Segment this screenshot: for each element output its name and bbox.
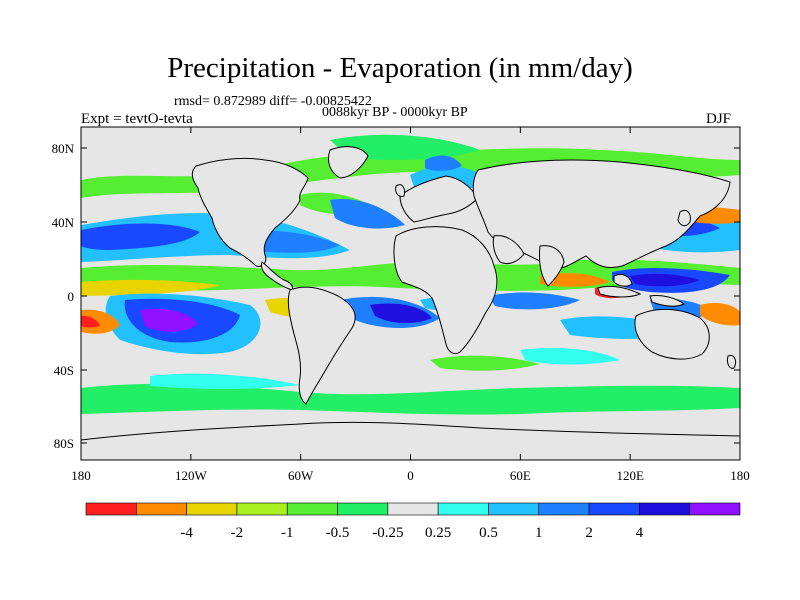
contour-region: [520, 348, 620, 365]
colorbar-swatch: [689, 502, 741, 516]
contour-region: [330, 134, 480, 160]
colorbar-swatch: [387, 502, 439, 516]
colorbar-swatch: [639, 502, 690, 516]
colorbar-label: -2: [231, 525, 244, 541]
lon-tick-label: 180: [730, 468, 750, 483]
continent-arabia: [492, 235, 525, 265]
continent-africa: [393, 226, 498, 355]
contour-region: [81, 315, 100, 328]
stats-text: rmsd= 0.872989 diff= -0.00825422: [174, 94, 372, 109]
contour-region: [330, 199, 405, 229]
contour-region: [81, 383, 740, 415]
colorbar-label: -0.5: [326, 525, 350, 541]
continent-india: [539, 245, 565, 287]
continent-uk: [395, 184, 405, 197]
contour-region: [81, 309, 120, 334]
continent-asia: [472, 159, 731, 269]
continent-australia: [634, 308, 710, 360]
lon-tick-label: 120E: [616, 468, 644, 483]
colorbar-swatch: [85, 502, 137, 516]
continent-north-america: [191, 157, 309, 267]
colorbar-label: -4: [180, 525, 193, 541]
lon-tick-label: 120W: [175, 468, 208, 483]
colorbar-label: 4: [636, 525, 644, 541]
continent-greenland: [327, 146, 369, 179]
period-text: 0088kyr BP - 0000kyr BP: [322, 105, 468, 120]
lat-tick-label: 80S: [54, 436, 74, 451]
colorbar-swatch: [236, 502, 288, 516]
continent-borneo: [613, 273, 633, 287]
contour-region: [140, 308, 198, 332]
colorbar-swatch: [588, 502, 640, 516]
lon-tick-label: 0: [407, 468, 414, 483]
colorbar-swatch: [488, 502, 540, 516]
lat-axis: 80N 40N 0 40S 80S: [52, 141, 740, 451]
lat-tick-label: 40N: [52, 215, 75, 230]
colorbar-label: 0.25: [425, 525, 451, 541]
lat-tick-label: 40S: [54, 363, 74, 378]
continent-indonesia: [597, 285, 642, 298]
contour-region: [81, 223, 200, 250]
colorbar-label: 2: [585, 525, 593, 541]
colorbar-label: 1: [535, 525, 543, 541]
lon-tick-label: 180: [71, 468, 91, 483]
map-plot-area: [81, 127, 740, 460]
colorbar-label: 0.5: [479, 525, 498, 541]
lon-axis: 180 120W 60W 0 60E 120E 180: [71, 127, 750, 483]
lon-tick-label: 60E: [510, 468, 531, 483]
contour-region: [700, 302, 740, 326]
contour-region: [430, 355, 540, 371]
contour-region: [81, 279, 220, 296]
lon-tick-label: 60W: [288, 468, 314, 483]
colorbar-swatch: [337, 502, 389, 516]
colorbar-label: -1: [281, 525, 294, 541]
continent-new-guinea: [649, 295, 685, 307]
contour-region: [370, 303, 432, 324]
contour-region: [150, 373, 300, 389]
lat-tick-label: 0: [68, 289, 75, 304]
continent-europe: [399, 175, 479, 223]
continent-new-zealand: [727, 355, 737, 369]
colorbar-swatch: [286, 502, 338, 516]
lat-tick-label: 80N: [52, 141, 75, 156]
colorbar-swatch: [538, 502, 590, 516]
contour-region: [425, 155, 462, 171]
contour-region: [488, 292, 580, 310]
continent-south-america: [287, 286, 356, 405]
experiment-label: Expt = tevtO-tevta: [81, 111, 193, 127]
chart-title: Precipitation - Evaporation (in mm/day): [167, 52, 633, 84]
continent-japan: [677, 209, 691, 227]
contour-region: [630, 273, 700, 287]
colorbar-swatch: [136, 502, 187, 516]
coastlines: [81, 146, 740, 460]
colorbar-swatch: [186, 502, 238, 516]
season-label: DJF: [706, 111, 732, 127]
colorbar-label: -0.25: [372, 525, 403, 541]
colorbar-swatch: [437, 502, 489, 516]
continent-antarctica: [81, 421, 740, 460]
colorbar: -4 -2 -1 -0.5 -0.25 0.25 0.5 1 2 4: [85, 502, 741, 541]
contour-region: [540, 273, 610, 287]
